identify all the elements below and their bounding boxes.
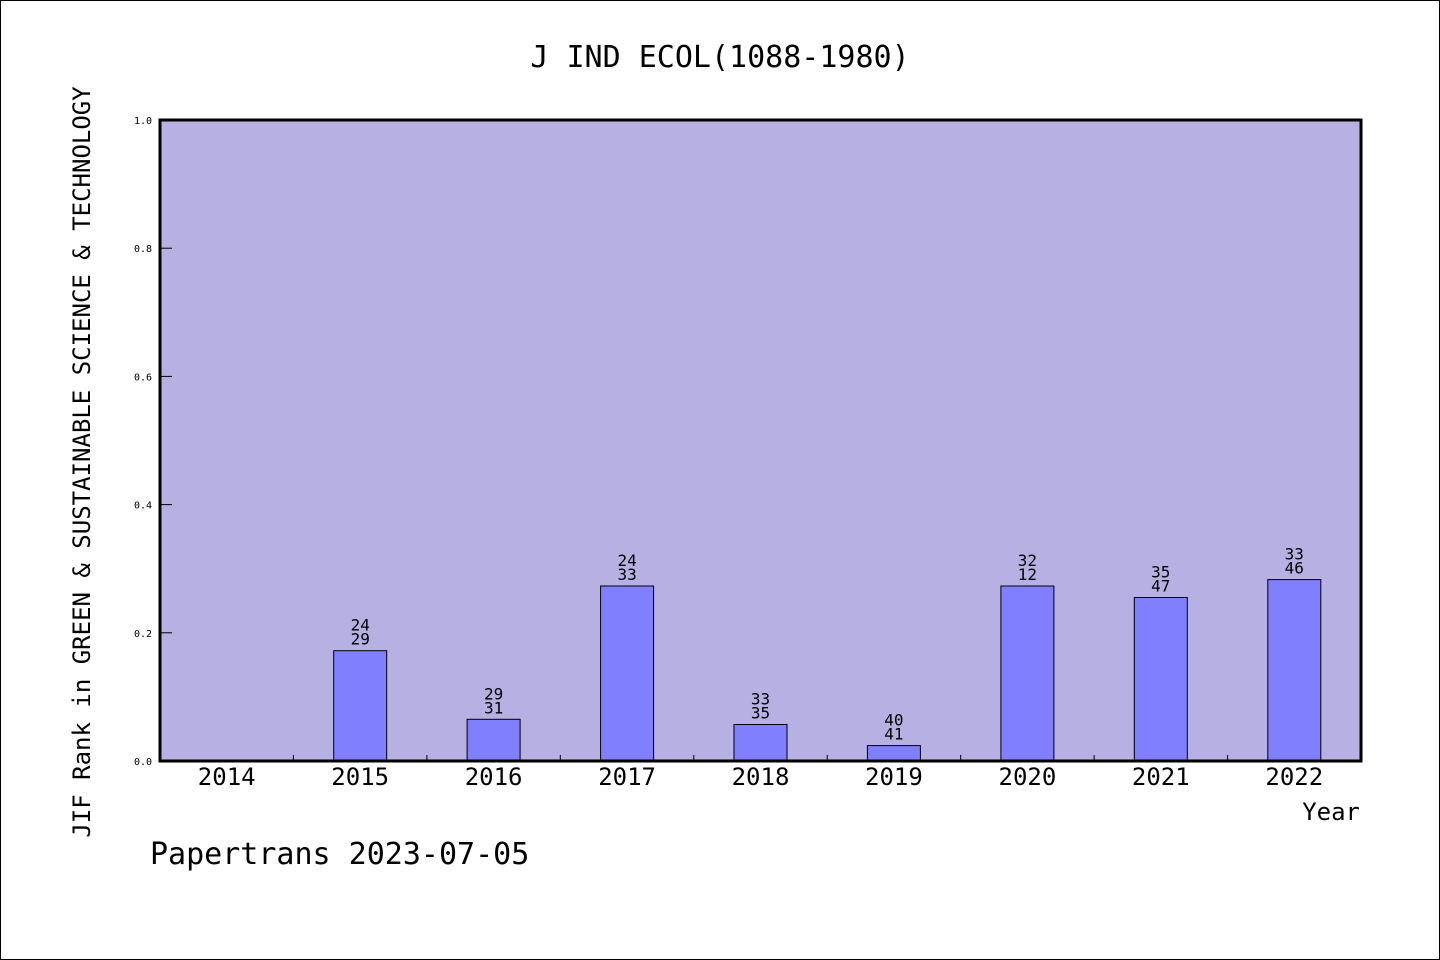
x-tick-label-2021: 2021 (1132, 763, 1190, 791)
bar-label-total-2016: 31 (484, 698, 503, 717)
x-tick-label-2022: 2022 (1265, 763, 1323, 791)
bar-label-total-2020: 12 (1018, 565, 1037, 584)
y-tick-label: 0.4 (134, 501, 152, 512)
bar-2018 (733, 724, 788, 762)
x-tick-label-2019: 2019 (865, 763, 923, 791)
y-tick-label: 0.6 (134, 372, 152, 383)
bar-label-total-2017: 33 (617, 565, 636, 584)
bar-label-total-2022: 46 (1285, 559, 1304, 578)
bar-label-rank-2020: 32 (1018, 551, 1037, 570)
bar-label-rank-2021: 35 (1151, 563, 1170, 582)
bar-label-total-2015: 29 (351, 630, 370, 649)
bar-label-rank-2016: 29 (484, 684, 503, 703)
x-tick-label-2017: 2017 (598, 763, 656, 791)
y-tick-label: 0.8 (134, 244, 152, 255)
x-tick-label-2020: 2020 (999, 763, 1057, 791)
bar-label-total-2018: 35 (751, 704, 770, 723)
y-axis-label: JIF Rank in GREEN & SUSTAINABLE SCIENCE … (68, 86, 96, 838)
footer-credit: Papertrans 2023-07-05 (150, 837, 529, 872)
x-tick-label-2015: 2015 (331, 763, 389, 791)
bar-2020 (1000, 585, 1055, 762)
bar-2022 (1267, 579, 1322, 762)
x-axis-label: Year (1302, 798, 1360, 826)
plot-border (158, 118, 1363, 763)
y-tick-label: 0.0 (134, 757, 152, 768)
bar-label-rank-2018: 33 (751, 690, 770, 709)
x-tick-label-2016: 2016 (465, 763, 523, 791)
bar-2019 (866, 745, 921, 762)
bar-2017 (600, 585, 655, 762)
bar-label-rank-2015: 24 (351, 616, 370, 635)
x-tick-label-2018: 2018 (732, 763, 790, 791)
bar-label-total-2019: 41 (884, 725, 903, 744)
bar-label-rank-2017: 24 (617, 551, 636, 570)
bar-2016 (466, 718, 521, 762)
bar-label-rank-2022: 33 (1285, 545, 1304, 564)
y-tick-label: 0.2 (134, 629, 152, 640)
bar-label-rank-2019: 40 (884, 711, 903, 730)
bar-label-total-2021: 47 (1151, 577, 1170, 596)
chart-title: J IND ECOL(1088-1980) (530, 40, 909, 75)
y-tick-label: 1.0 (134, 116, 152, 127)
bar-2015 (333, 650, 388, 762)
ticks-group: 2014 2015 2016 2017 2018 2019 2020 2021 2022 0.0 0… (134, 116, 1323, 791)
bar-2021 (1133, 597, 1188, 762)
x-tick-label-2014: 2014 (198, 763, 256, 791)
